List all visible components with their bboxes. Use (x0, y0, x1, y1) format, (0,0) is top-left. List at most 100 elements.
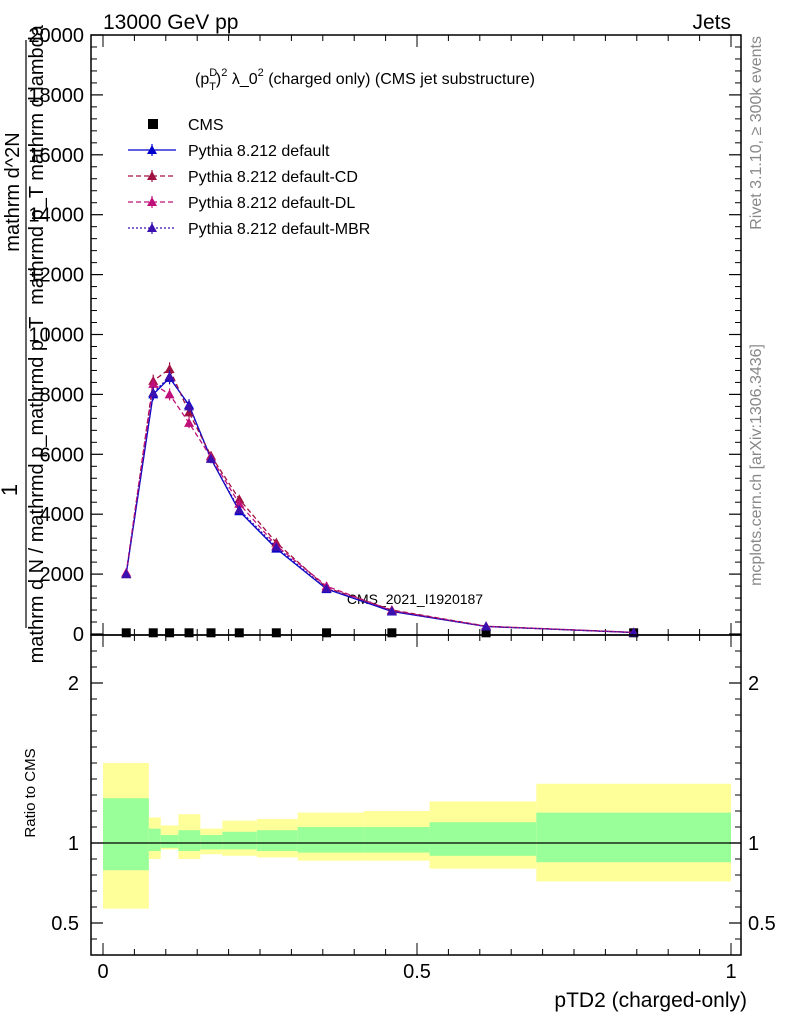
ratio-y-tick-label-right: 1 (748, 833, 759, 855)
cms-data-point (121, 628, 131, 638)
y-tick-label: 14000 (28, 205, 84, 227)
ratio-y-tick-label-right: 2 (748, 673, 759, 695)
data-point-pythia-8-212-default-mbr (628, 627, 639, 637)
cms-data-point (234, 628, 244, 638)
legend-marker (147, 223, 157, 232)
ratio-band-green (200, 835, 223, 850)
ratio-y-tick-label: 1 (68, 833, 79, 855)
watermark: CMS_2021_I1920187 (347, 591, 483, 607)
ratio-band-green (363, 827, 430, 853)
cms-data-point (148, 628, 158, 638)
data-point-pythia-8-212-default-mbr (234, 504, 245, 514)
cms-data-point (206, 628, 216, 638)
title-part-sup2: 2 (221, 67, 227, 79)
data-point-pythia-8-212-default-mbr (206, 453, 217, 463)
cms-data-point (322, 628, 332, 638)
title-part-sup3: 2 (258, 67, 264, 79)
legend-label: Pythia 8.212 default-CD (188, 169, 358, 186)
title-part-sup1: D (209, 67, 217, 79)
main-y-label: 1 mathrm d^2N mathrm d N / mathrmd p_mat… (0, 24, 48, 663)
y-tick-label: 16000 (28, 145, 84, 167)
legend-item: Pythia 8.212 default-DL (128, 195, 355, 212)
title-part-tail: (charged only) (CMS jet substructure) (264, 71, 535, 88)
cms-data-point (387, 628, 397, 638)
cms-data-point (481, 628, 491, 638)
ratio-y-tick-label-right: 0.5 (748, 913, 776, 935)
legend-item: Pythia 8.212 default (128, 143, 330, 160)
legend-marker (147, 171, 157, 180)
main-y-axis: 0 2000 4000 6000 8000 10000 12000 14000 16000 180… (28, 25, 741, 646)
y-tick-label: 8000 (40, 384, 85, 406)
y-tick-label: 4000 (40, 504, 85, 526)
data-point-pythia-8-212-default-cd (164, 363, 175, 373)
data-point-pythia-8-212-default-mbr (386, 606, 397, 616)
ratio-y-tick-label: 0.5 (51, 913, 79, 935)
cms-data-point (184, 628, 194, 638)
title-part-close: ) (216, 71, 221, 88)
ratio-y-axis: 0.5 0.5 1 1 2 2 (51, 650, 776, 940)
ratio-band-green (148, 828, 161, 851)
plot-title: (pD T)2 λ_02 (charged only) (CMS jet subs… (195, 67, 535, 93)
ratio-x-axis: 0 0.5 1 (97, 635, 737, 983)
x-axis-label: pTD2 (charged-only) (554, 989, 747, 1012)
side-label-bottom: mcplots.cern.ch [arXiv:1306.3436] (748, 344, 765, 586)
data-point-pythia-8-212-default-mbr (321, 583, 332, 593)
ratio-band-green (160, 835, 179, 848)
legend-item: CMS (148, 117, 224, 134)
y-tick-label: 2000 (40, 564, 85, 586)
legend-marker (148, 119, 158, 129)
legend-label: Pythia 8.212 default-MBR (188, 221, 370, 238)
title-part-rest: λ_0 (227, 71, 257, 88)
cms-data-point (165, 628, 175, 638)
data-point-pythia-8-212-default-dl (148, 378, 159, 388)
data-point-pythia-8-212-default-mbr (164, 371, 175, 381)
legend-item: Pythia 8.212 default-MBR (128, 221, 370, 238)
data-point-pythia-8-212-default-mbr (121, 569, 132, 579)
ratio-band-green (429, 822, 537, 856)
main-x-ticks (102, 35, 732, 635)
y-label-denominator-1: mathrm d N / mathrmd p_mathrmd p_T (26, 317, 48, 664)
header-left: 13000 GeV pp (103, 11, 238, 34)
ratio-band-green (103, 798, 149, 871)
title-part-p: (p (195, 71, 209, 88)
x-tick-label: 0 (97, 961, 108, 983)
ratio-band-green (178, 830, 201, 851)
ratio-band-green (222, 831, 257, 850)
data-point-pythia-8-212-default-mbr (481, 621, 492, 631)
side-label-top: Rivet 3.1.10, ≥ 300k events (748, 36, 765, 230)
legend-label: CMS (188, 117, 224, 134)
data-point-pythia-8-212-default-mbr (184, 401, 195, 411)
y-label-numerator: mathrm d^2N (2, 132, 24, 251)
data-point-pythia-8-212-default-dl (164, 389, 175, 399)
x-tick-label: 0.5 (403, 961, 431, 983)
y-tick-label: 12000 (28, 265, 84, 287)
x-tick-label: 1 (725, 961, 736, 983)
y-label-denominator-2: mathrmd p_T mathrm d lambda (26, 24, 48, 305)
y-tick-label: 0 (73, 624, 84, 646)
ratio-y-tick-label: 2 (68, 673, 79, 695)
series-layer (121, 362, 639, 638)
legend-marker (147, 145, 157, 154)
legend-marker (147, 197, 157, 206)
ratio-band-green (297, 827, 364, 853)
y-label-one: 1 (0, 484, 22, 496)
cms-data-point (271, 628, 281, 638)
y-tick-label: 20000 (28, 25, 84, 47)
y-tick-label: 18000 (28, 85, 84, 107)
data-point-pythia-8-212-default-mbr (271, 542, 282, 552)
ratio-band-green (536, 812, 731, 863)
ratio-y-label: Ratio to CMS (22, 748, 39, 837)
data-point-pythia-8-212-default-dl (184, 417, 195, 427)
data-point-pythia-8-212-default-mbr (148, 387, 159, 397)
y-tick-label: 10000 (28, 325, 84, 347)
legend-item: Pythia 8.212 default-CD (128, 169, 358, 186)
ratio-bands (103, 763, 731, 909)
header-right: Jets (692, 11, 731, 34)
y-tick-label: 6000 (40, 444, 85, 466)
title-part-sub: T (209, 81, 216, 93)
ratio-band-green (256, 830, 298, 851)
legend-label: Pythia 8.212 default (188, 143, 330, 160)
legend-label: Pythia 8.212 default-DL (188, 195, 355, 212)
legend: CMS Pythia 8.212 default Pythia 8.212 defa… (128, 117, 370, 238)
